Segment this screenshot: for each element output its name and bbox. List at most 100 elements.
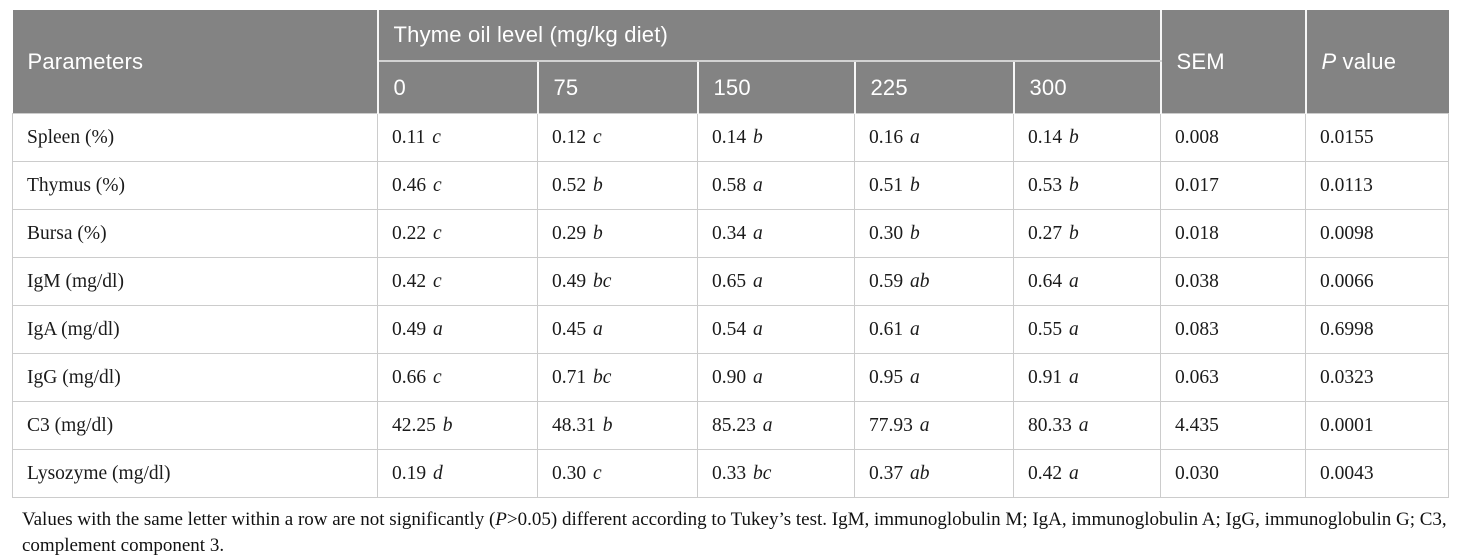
value-cell: 0.52 b (537, 161, 698, 210)
value-number: 0.16 (869, 126, 904, 148)
significance-letter: b (592, 174, 603, 196)
significance-letter: a (752, 270, 763, 292)
value-number: 0.14 (1028, 126, 1063, 148)
value-number: 0.45 (552, 318, 587, 340)
value-cell: 0.54 a (697, 305, 855, 354)
significance-letter: c (592, 462, 602, 484)
significance-letter: a (909, 366, 920, 388)
sem-cell: 0.017 (1160, 161, 1306, 210)
value-cell: 0.65 a (697, 257, 855, 306)
significance-letter: b (1068, 222, 1079, 244)
value-cell: 0.49 bc (537, 257, 698, 306)
value-number: 0.11 (392, 126, 426, 148)
value-number: 80.33 (1028, 414, 1072, 436)
table-body: Spleen (%) 0.11 c 0.12 c 0.14 b 0.16 a 0.14 b 0.008… (12, 113, 1449, 498)
p-value-italic: P (1321, 48, 1337, 74)
table-row: Lysozyme (mg/dl) 0.19 d 0.30 c 0.33 bc 0.37 ab 0.… (12, 449, 1449, 498)
value-number: 0.65 (712, 270, 747, 292)
significance-letter: c (432, 222, 442, 244)
pvalue-cell: 0.0155 (1305, 113, 1449, 162)
significance-letter: bc (592, 270, 612, 292)
value-cell: 0.33 bc (697, 449, 855, 498)
significance-letter: a (919, 414, 930, 436)
table-row: IgA (mg/dl) 0.49 a 0.45 a 0.54 a 0.61 a 0.55 a 0.08… (12, 305, 1449, 354)
value-cell: 0.27 b (1013, 209, 1161, 258)
header-thyme-oil-group: Thyme oil level (mg/kg diet) (377, 10, 1162, 62)
significance-letter: b (909, 222, 920, 244)
value-number: 0.37 (869, 462, 904, 484)
significance-letter: c (432, 270, 442, 292)
significance-letter: a (1068, 270, 1079, 292)
significance-letter: c (432, 174, 442, 196)
value-cell: 0.30 b (854, 209, 1014, 258)
value-cell: 0.16 a (854, 113, 1014, 162)
significance-letter: a (909, 318, 920, 340)
value-cell: 77.93 a (854, 401, 1014, 450)
value-cell: 0.14 b (1013, 113, 1161, 162)
pvalue-cell: 0.0066 (1305, 257, 1449, 306)
header-level-225: 225 (854, 61, 1015, 114)
value-number: 0.95 (869, 366, 904, 388)
value-cell: 85.23 a (697, 401, 855, 450)
significance-letter: b (602, 414, 613, 436)
table-row: IgM (mg/dl) 0.42 c 0.49 bc 0.65 a 0.59 ab 0.64 a 0.… (12, 257, 1449, 306)
table-row: Thymus (%) 0.46 c 0.52 b 0.58 a 0.51 b 0.53 b 0.017… (12, 161, 1449, 210)
value-cell: 0.91 a (1013, 353, 1161, 402)
value-cell: 48.31 b (537, 401, 698, 450)
significance-letter: a (762, 414, 773, 436)
value-number: 0.54 (712, 318, 747, 340)
pvalue-cell: 0.0043 (1305, 449, 1449, 498)
value-number: 0.30 (552, 462, 587, 484)
header-parameters: Parameters (12, 10, 379, 114)
sem-cell: 0.038 (1160, 257, 1306, 306)
value-cell: 0.29 b (537, 209, 698, 258)
significance-letter: d (432, 462, 443, 484)
significance-letter: a (752, 222, 763, 244)
parameter-cell: Bursa (%) (12, 209, 378, 258)
value-number: 0.51 (869, 174, 904, 196)
footnote-p-italic: P (495, 509, 507, 530)
value-number: 77.93 (869, 414, 913, 436)
significance-letter: a (1068, 366, 1079, 388)
value-number: 0.90 (712, 366, 747, 388)
value-number: 0.59 (869, 270, 904, 292)
pvalue-cell: 0.0113 (1305, 161, 1449, 210)
header-row-group: Parameters Thyme oil level (mg/kg diet) … (12, 10, 1449, 114)
header-sem: SEM (1160, 10, 1307, 114)
parameter-cell: Spleen (%) (12, 113, 378, 162)
value-number: 0.49 (552, 270, 587, 292)
header-level-0: 0 (377, 61, 539, 114)
pvalue-cell: 0.0323 (1305, 353, 1449, 402)
sem-cell: 0.063 (1160, 353, 1306, 402)
value-cell: 0.55 a (1013, 305, 1161, 354)
value-cell: 42.25 b (377, 401, 538, 450)
parameter-cell: C3 (mg/dl) (12, 401, 378, 450)
pvalue-cell: 0.6998 (1305, 305, 1449, 354)
value-cell: 0.59 ab (854, 257, 1014, 306)
table-header: Parameters Thyme oil level (mg/kg diet) … (12, 10, 1449, 114)
header-level-75: 75 (537, 61, 699, 114)
value-cell: 0.51 b (854, 161, 1014, 210)
value-number: 0.12 (552, 126, 587, 148)
table-row: Spleen (%) 0.11 c 0.12 c 0.14 b 0.16 a 0.14 b 0.008… (12, 113, 1449, 162)
table-row: IgG (mg/dl) 0.66 c 0.71 bc 0.90 a 0.95 a 0.91 a 0.0… (12, 353, 1449, 402)
value-number: 0.19 (392, 462, 427, 484)
value-cell: 0.12 c (537, 113, 698, 162)
value-number: 0.53 (1028, 174, 1063, 196)
sem-cell: 0.083 (1160, 305, 1306, 354)
value-number: 0.30 (869, 222, 904, 244)
value-cell: 0.22 c (377, 209, 538, 258)
parameter-cell: Lysozyme (mg/dl) (12, 449, 378, 498)
significance-letter: bc (752, 462, 772, 484)
pvalue-cell: 0.0098 (1305, 209, 1449, 258)
value-number: 0.42 (392, 270, 427, 292)
value-number: 0.66 (392, 366, 427, 388)
value-cell: 0.49 a (377, 305, 538, 354)
sem-cell: 0.008 (1160, 113, 1306, 162)
significance-letter: a (592, 318, 603, 340)
significance-letter: a (1078, 414, 1089, 436)
value-cell: 0.11 c (377, 113, 538, 162)
significance-letter: b (1068, 126, 1079, 148)
value-number: 48.31 (552, 414, 596, 436)
sem-cell: 0.030 (1160, 449, 1306, 498)
